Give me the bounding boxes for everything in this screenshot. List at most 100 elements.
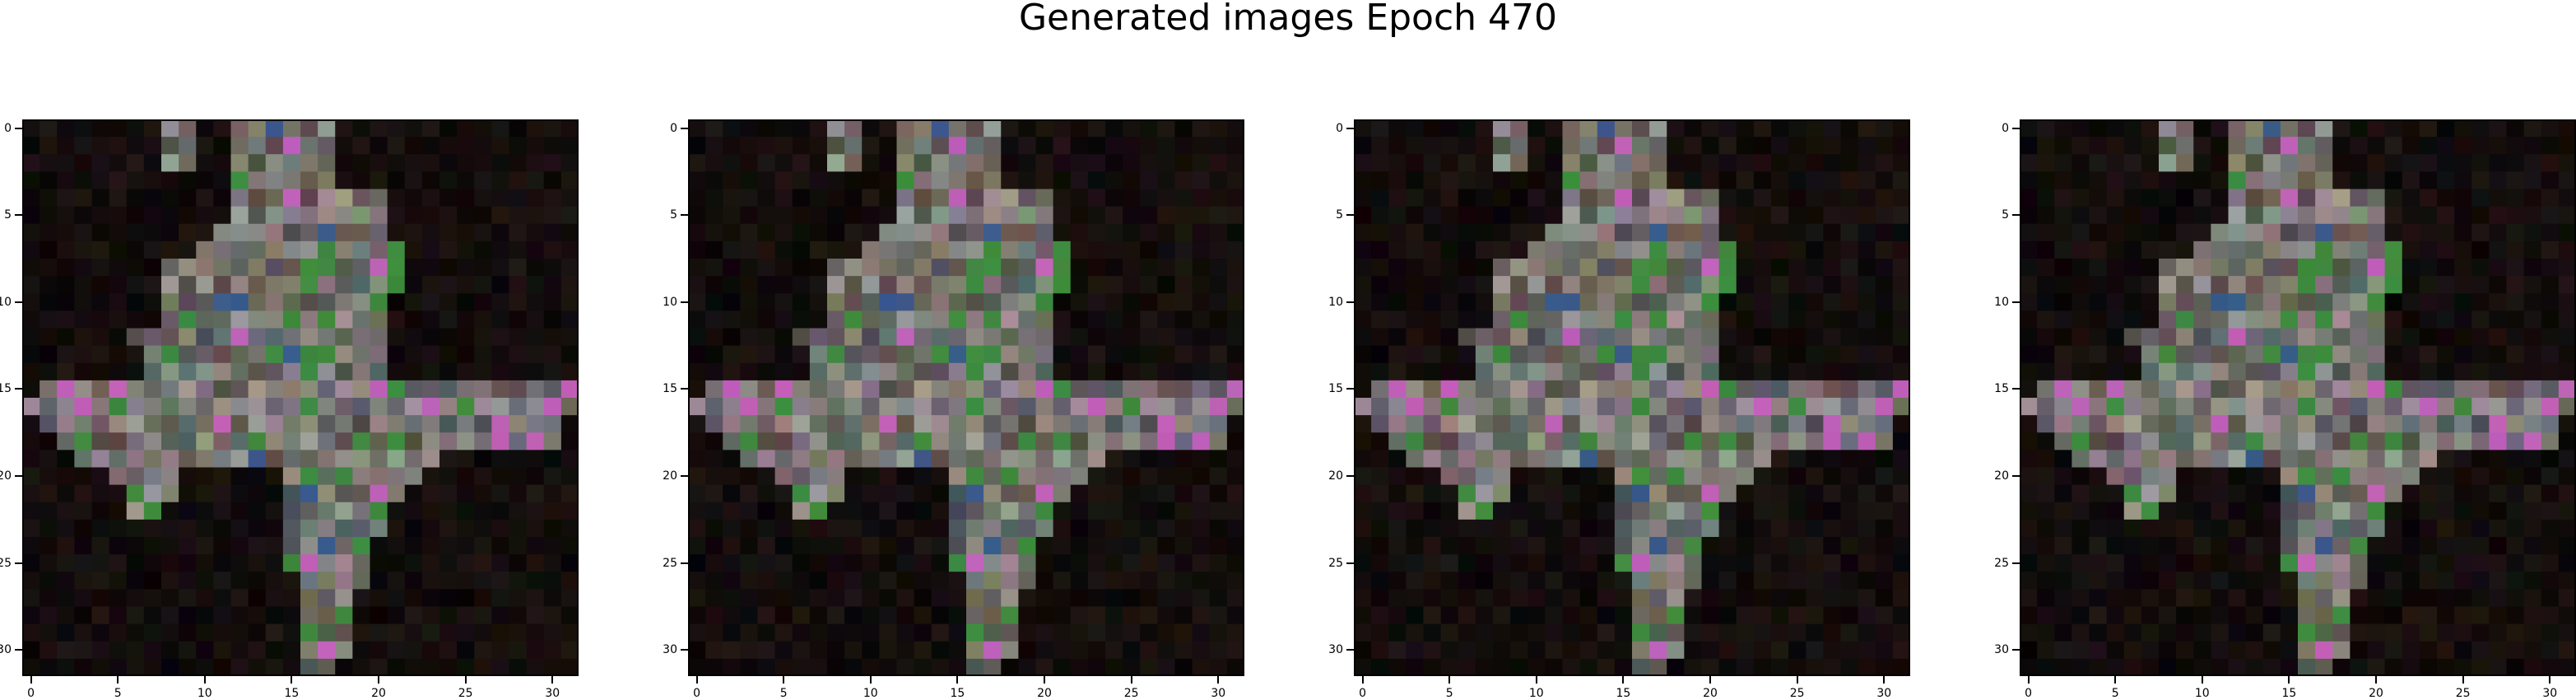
y-tick-label: 20 xyxy=(663,469,677,483)
image-pixel xyxy=(2280,658,2299,676)
image-pixel xyxy=(1632,154,1650,172)
image-pixel xyxy=(1649,450,1667,469)
image-pixel xyxy=(526,502,545,520)
image-pixel xyxy=(1667,623,1685,642)
image-pixel xyxy=(1545,223,1564,242)
image-pixel xyxy=(2159,658,2177,676)
image-pixel xyxy=(1892,293,1910,311)
image-pixel xyxy=(1423,119,1442,138)
image-pixel xyxy=(2332,641,2350,660)
image-pixel xyxy=(248,362,267,381)
image-pixel xyxy=(1493,154,1511,172)
image-pixel xyxy=(2541,310,2560,329)
image-pixel xyxy=(896,450,915,469)
image-pixel xyxy=(1858,206,1876,225)
image-pixel xyxy=(1753,380,1772,399)
image-pixel xyxy=(1192,223,1211,242)
image-pixel xyxy=(1001,658,1019,676)
image-pixel xyxy=(1493,572,1511,590)
image-pixel xyxy=(2367,189,2386,208)
image-pixel xyxy=(2037,450,2055,469)
image-pixel xyxy=(421,137,440,155)
image-pixel xyxy=(1649,171,1667,190)
image-pixel xyxy=(1875,223,1894,242)
image-pixel xyxy=(1388,554,1407,572)
image-pixel xyxy=(879,606,898,625)
image-pixel xyxy=(143,154,162,172)
image-pixel xyxy=(248,293,267,311)
image-pixel xyxy=(265,276,284,294)
image-pixel xyxy=(1087,658,1106,676)
image-pixel xyxy=(143,293,162,311)
image-pixel xyxy=(126,606,145,625)
image-pixel xyxy=(914,293,932,311)
image-pixel xyxy=(2037,554,2055,572)
image-pixel xyxy=(1035,276,1054,294)
image-pixel xyxy=(457,154,475,172)
image-pixel xyxy=(966,137,984,155)
image-pixel xyxy=(792,119,811,138)
image-pixel xyxy=(2350,328,2369,347)
image-pixel xyxy=(2384,206,2403,225)
image-pixel xyxy=(757,189,776,208)
image-pixel xyxy=(740,641,759,660)
image-pixel xyxy=(2298,223,2316,242)
image-pixel xyxy=(509,119,528,138)
image-pixel xyxy=(2020,623,2038,642)
image-pixel xyxy=(370,554,388,572)
image-pixel xyxy=(1035,484,1054,503)
image-pixel xyxy=(1475,206,1494,225)
image-pixel xyxy=(1736,484,1755,503)
image-pixel xyxy=(1840,310,1859,329)
image-pixel xyxy=(2176,658,2194,676)
image-pixel xyxy=(1423,572,1442,590)
image-pixel xyxy=(2020,223,2038,242)
image-pixel xyxy=(439,137,458,155)
image-pixel xyxy=(1440,328,1459,347)
image-pixel xyxy=(387,606,406,625)
image-pixel xyxy=(2280,641,2299,660)
image-pixel xyxy=(792,259,811,277)
image-pixel xyxy=(1806,641,1824,660)
image-pixel xyxy=(740,154,759,172)
image-pixel xyxy=(1649,484,1667,503)
image-pixel xyxy=(2350,154,2369,172)
image-pixel xyxy=(2523,572,2542,590)
image-pixel xyxy=(404,623,423,642)
image-pixel xyxy=(1545,276,1564,294)
image-pixel xyxy=(91,154,110,172)
image-pixel xyxy=(2523,450,2542,469)
y-tick-mark xyxy=(2012,475,2020,478)
image-pixel xyxy=(1718,119,1737,138)
image-pixel xyxy=(196,206,214,225)
image-pixel xyxy=(1070,154,1089,172)
image-pixel xyxy=(2211,658,2230,676)
image-pixel xyxy=(109,484,128,503)
image-pixel xyxy=(2298,415,2316,433)
image-pixel xyxy=(2384,432,2403,450)
image-pixel xyxy=(1371,467,1389,486)
image-pixel xyxy=(1123,276,1141,294)
image-pixel xyxy=(688,398,706,416)
image-pixel xyxy=(2523,589,2542,608)
image-pixel xyxy=(421,240,440,259)
image-pixel xyxy=(560,450,579,469)
image-pixel xyxy=(862,137,880,155)
image-pixel xyxy=(2489,658,2508,676)
image-pixel xyxy=(91,589,110,608)
image-pixel xyxy=(1174,380,1193,399)
image-pixel xyxy=(1087,154,1106,172)
image-pixel xyxy=(809,189,828,208)
image-pixel xyxy=(1140,328,1158,347)
image-pixel xyxy=(543,398,562,416)
image-pixel xyxy=(526,380,545,399)
image-pixel xyxy=(474,154,492,172)
image-pixel xyxy=(2419,606,2438,625)
image-pixel xyxy=(1684,537,1703,555)
image-pixel xyxy=(526,450,545,469)
image-pixel xyxy=(1614,328,1633,347)
image-pixel xyxy=(2350,502,2369,520)
image-pixel xyxy=(1718,310,1737,329)
image-pixel xyxy=(2350,276,2369,294)
image-pixel xyxy=(143,502,162,520)
